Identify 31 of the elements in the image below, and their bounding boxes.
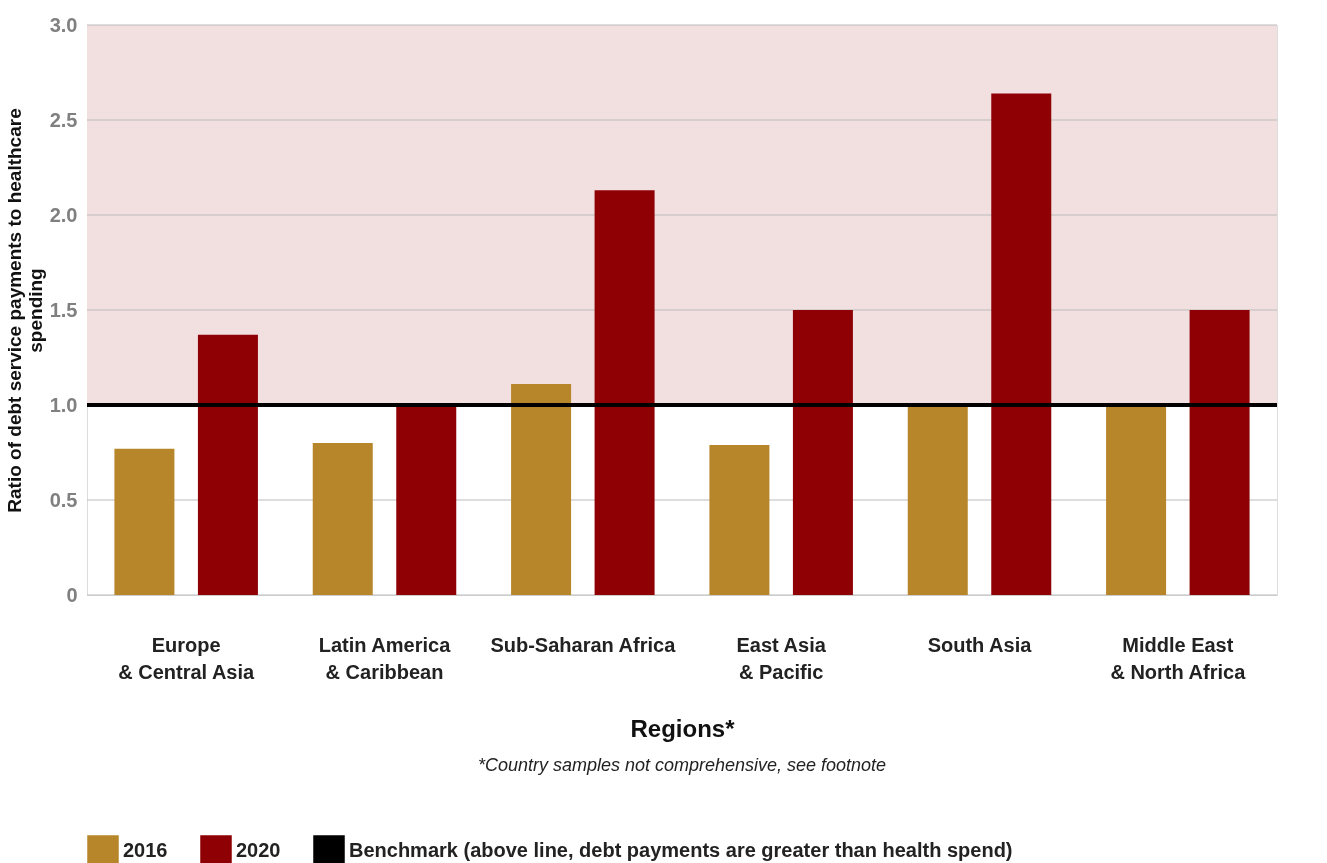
bar	[1189, 310, 1250, 595]
bar	[197, 334, 258, 595]
bar	[907, 405, 968, 595]
x-tick-label: South Asia	[927, 633, 1033, 656]
bar	[594, 190, 655, 595]
bar	[511, 384, 572, 595]
y-tick-label: 0	[66, 583, 78, 606]
x-tick-label: Middle East & North Africa	[1110, 633, 1247, 683]
x-tick-label: Sub-Saharan Africa	[490, 633, 677, 656]
x-axis-title: Regions*	[630, 714, 736, 742]
bar	[792, 310, 853, 595]
bar	[312, 443, 373, 595]
x-tick-label: Latin America & Caribbean	[318, 633, 452, 683]
text: *Country samples not comprehensive, see footnote	[477, 755, 887, 775]
bar	[991, 93, 1052, 595]
legend-label: Benchmark (above line, debt payments are greater than health spend)	[349, 839, 1013, 861]
legend-label: 2016	[123, 839, 168, 861]
y-tick-label: 1.5	[49, 298, 78, 321]
legend-label: 2020	[236, 839, 281, 861]
y-tick-label: 2.0	[49, 203, 78, 226]
y-tick-label: 3.0	[49, 13, 78, 36]
bar	[396, 405, 457, 595]
y-tick-label: 0.5	[49, 488, 78, 511]
bar	[114, 448, 175, 595]
y-tick-label: 2.5	[49, 108, 78, 131]
x-tick-label: East Asia & Pacific	[736, 633, 827, 683]
y-tick-label: 1.0	[49, 393, 78, 416]
y-axis-title: Ratio of debt service payments to healthcare spending	[3, 108, 46, 513]
bar	[1106, 405, 1167, 595]
bar	[709, 444, 770, 595]
x-tick-label: Europe & Central Asia	[118, 633, 256, 683]
